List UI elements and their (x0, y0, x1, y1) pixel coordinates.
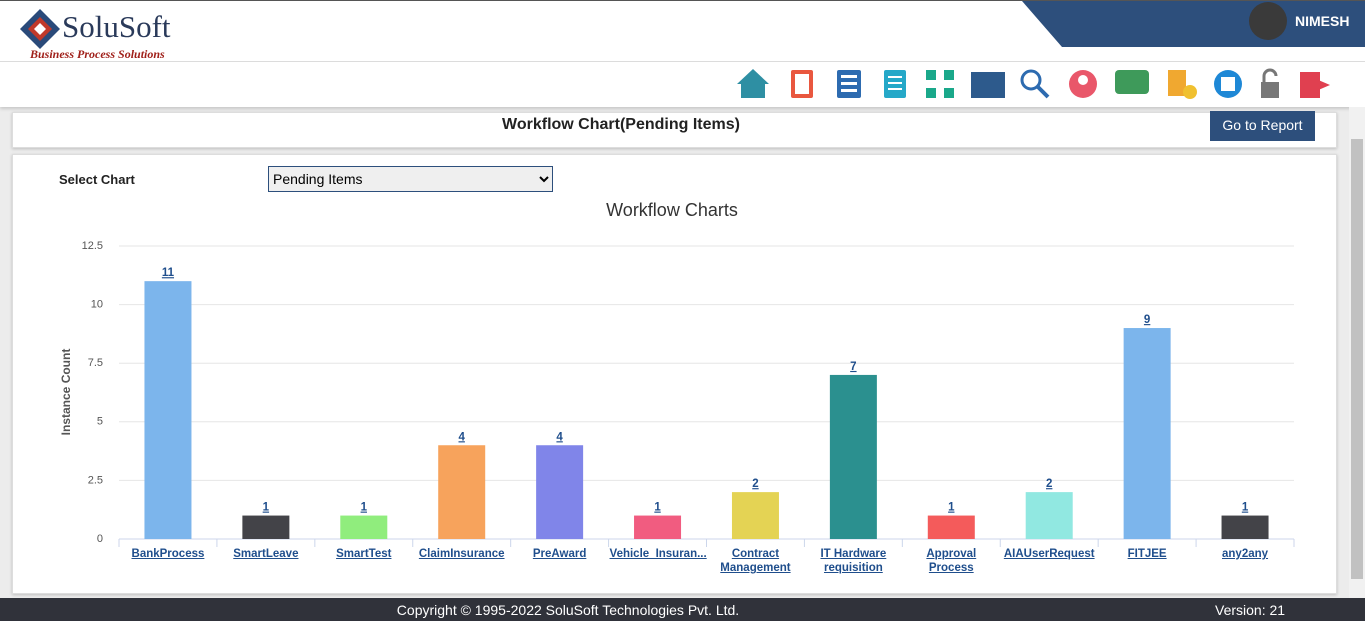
bar (536, 445, 584, 539)
logout-icon[interactable] (1300, 72, 1330, 98)
bar (731, 492, 779, 539)
value-label[interactable]: 1 (654, 502, 661, 514)
y-tick-label: 10 (91, 299, 103, 311)
search-icon[interactable] (1020, 69, 1050, 99)
value-label[interactable]: 4 (459, 431, 466, 443)
y-tick-label: 5 (97, 416, 103, 428)
x-tick-label[interactable]: AIAUserRequest (1003, 548, 1095, 560)
workflow-icon[interactable] (926, 70, 954, 98)
value-label[interactable]: 11 (162, 267, 175, 279)
toolbar-icons (737, 68, 1330, 99)
x-tick-label[interactable]: IT Hardware requisition (820, 548, 887, 574)
toolbar (0, 62, 1365, 107)
scroll-thumb[interactable] (1351, 139, 1363, 579)
bar (927, 515, 975, 539)
chart-select[interactable]: Pending Items (268, 166, 553, 192)
profile-icon[interactable] (1069, 70, 1097, 98)
lock-icon[interactable] (1261, 68, 1279, 98)
y-tick-label: 12.5 (82, 240, 103, 252)
folder-icon[interactable] (971, 72, 1005, 98)
report-button[interactable]: Go to Report (1210, 111, 1315, 141)
user-name[interactable]: NIMESH (1295, 13, 1350, 29)
chat-icon[interactable] (1115, 70, 1149, 94)
y-tick-label: 2.5 (88, 474, 103, 486)
value-label[interactable]: 1 (361, 502, 368, 514)
value-label[interactable]: 9 (1144, 314, 1150, 326)
scrollbar[interactable] (1349, 107, 1365, 598)
value-label[interactable]: 1 (948, 502, 955, 514)
bar (829, 374, 877, 539)
contact-icon[interactable] (1214, 70, 1242, 98)
favorite-icon[interactable] (1168, 70, 1197, 99)
bar (1123, 328, 1171, 539)
value-label[interactable]: 1 (263, 502, 270, 514)
value-label[interactable]: 1 (1242, 502, 1249, 514)
y-tick-label: 0 (97, 533, 103, 545)
chart: Workflow Charts Instance Count 0 2.5 5 7.5 1… (59, 200, 1295, 547)
x-tick-label[interactable]: any2any (1222, 548, 1269, 560)
header: SoluSoft Business Process Solutions NIME… (0, 0, 1365, 62)
x-tick-label[interactable]: FITJEE (1127, 548, 1167, 560)
x-tick-label[interactable]: SmartLeave (233, 548, 299, 560)
task-icon[interactable] (791, 70, 813, 98)
copyright: Copyright © 1995-2022 SoluSoft Technolog… (396, 602, 740, 618)
title-panel (12, 112, 1337, 148)
value-label[interactable]: 7 (850, 361, 856, 373)
y-axis-label: Instance Count (59, 349, 73, 436)
value-label[interactable]: 2 (752, 478, 758, 490)
y-tick-label: 7.5 (88, 357, 103, 369)
x-tick-label[interactable]: Approval Process (926, 548, 977, 574)
x-tick-label[interactable]: Vehicle_Insuran... (609, 548, 707, 560)
x-tick-label[interactable]: ClaimInsurance (418, 548, 505, 560)
value-label[interactable]: 2 (1046, 478, 1052, 490)
user-banner (1022, 1, 1365, 47)
home-icon[interactable] (737, 69, 769, 98)
bar (1025, 492, 1073, 539)
x-tick-label[interactable]: Contract Management (720, 548, 791, 574)
footer: Copyright © 1995-2022 SoluSoft Technolog… (0, 598, 1365, 621)
page-title: Workflow Chart(Pending Items) (502, 116, 740, 133)
x-tick-label[interactable]: PreAward (532, 548, 587, 560)
list-icon[interactable] (837, 70, 861, 98)
select-label: Select Chart (59, 172, 135, 187)
document-icon[interactable] (884, 70, 906, 98)
x-tick-label[interactable]: SmartTest (336, 548, 392, 560)
value-label[interactable]: 4 (556, 431, 563, 443)
logo: SoluSoft (62, 9, 171, 44)
bar (438, 445, 486, 539)
bar (242, 515, 290, 539)
version: Version: 21 (1215, 602, 1286, 618)
chart-title: Workflow Charts (606, 200, 738, 220)
logo-mark (20, 9, 60, 49)
tagline: Business Process Solutions (30, 47, 165, 61)
bar (340, 515, 388, 539)
bar (1221, 515, 1269, 539)
bar (634, 515, 682, 539)
bar (144, 281, 192, 539)
x-tick-label[interactable]: BankProcess (131, 548, 205, 560)
